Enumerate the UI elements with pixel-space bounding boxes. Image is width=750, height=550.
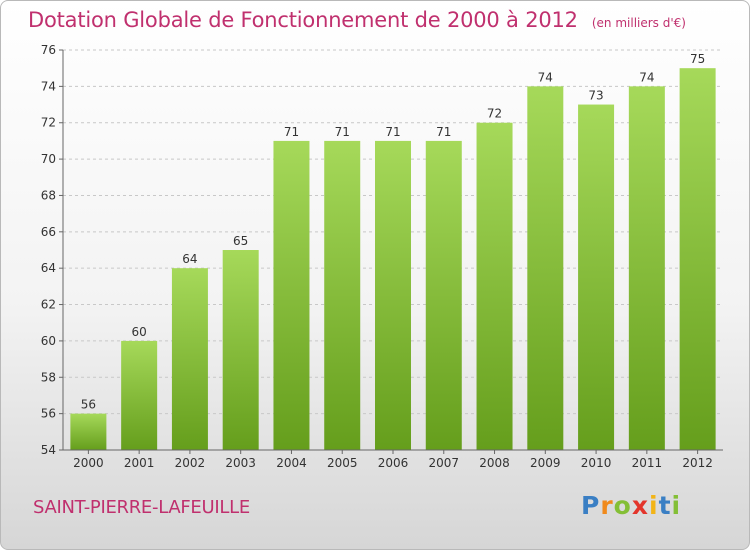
logo-letter: P xyxy=(581,491,601,520)
y-tick-label: 68 xyxy=(41,188,56,202)
logo-letter: t xyxy=(658,491,672,520)
y-tick-label: 70 xyxy=(41,152,56,166)
x-tick-label: 2001 xyxy=(124,456,155,470)
y-tick-label: 62 xyxy=(41,298,56,312)
bar xyxy=(679,68,716,450)
y-tick-label: 74 xyxy=(41,79,56,93)
chart-title-text: Dotation Globale de Fonctionnement de 20… xyxy=(28,8,578,32)
x-tick-label: 2003 xyxy=(225,456,256,470)
bar xyxy=(476,122,513,451)
x-tick-label: 2009 xyxy=(530,456,561,470)
data-label: 71 xyxy=(284,125,299,139)
bar xyxy=(324,140,361,450)
bar xyxy=(273,140,310,450)
y-tick-label: 60 xyxy=(41,334,56,348)
data-label: 74 xyxy=(639,70,654,84)
y-tick-label: 76 xyxy=(41,43,56,57)
bar xyxy=(171,268,208,450)
logo-letter: i xyxy=(671,491,682,520)
x-tick-label: 2010 xyxy=(581,456,612,470)
data-label: 71 xyxy=(335,125,350,139)
y-tick-label: 56 xyxy=(41,407,56,421)
y-tick-label: 54 xyxy=(41,443,56,457)
x-tick-label: 2012 xyxy=(682,456,713,470)
bar xyxy=(527,86,564,450)
proxiti-logo: Proxiti xyxy=(581,491,681,520)
location-name: SAINT-PIERRE-LAFEUILLE xyxy=(33,497,250,518)
bar xyxy=(121,340,158,450)
x-tick-label: 2011 xyxy=(632,456,663,470)
unit-note: (en milliers d'€) xyxy=(591,16,686,30)
logo-letter: i xyxy=(649,491,659,520)
data-label: 65 xyxy=(233,234,248,248)
data-label: 71 xyxy=(385,125,400,139)
data-label: 74 xyxy=(538,70,553,84)
y-tick-label: 64 xyxy=(41,261,56,275)
data-label: 72 xyxy=(487,107,502,121)
bar xyxy=(628,86,665,450)
y-tick-label: 66 xyxy=(41,225,56,239)
logo-letter: o xyxy=(613,491,632,520)
logo-letter: r xyxy=(600,491,614,520)
logo-letter: x xyxy=(631,491,649,520)
x-tick-label: 2008 xyxy=(479,456,510,470)
data-label: 71 xyxy=(436,125,451,139)
data-label: 56 xyxy=(81,398,96,412)
bar xyxy=(425,140,462,450)
bar xyxy=(578,104,615,450)
data-label: 73 xyxy=(588,89,603,103)
x-tick-label: 2000 xyxy=(73,456,104,470)
x-tick-label: 2004 xyxy=(276,456,307,470)
x-tick-label: 2006 xyxy=(378,456,409,470)
data-label: 64 xyxy=(182,252,197,266)
data-label: 75 xyxy=(690,52,705,66)
bar xyxy=(222,250,259,450)
data-label: 60 xyxy=(132,325,147,339)
bar xyxy=(375,140,411,450)
x-tick-label: 2007 xyxy=(428,456,459,470)
y-tick-label: 58 xyxy=(41,370,56,384)
x-tick-label: 2002 xyxy=(175,456,206,470)
x-tick-label: 2005 xyxy=(327,456,358,470)
bar xyxy=(70,413,107,450)
chart-title: Dotation Globale de Fonctionnement de 20… xyxy=(28,8,686,32)
y-tick-label: 72 xyxy=(41,116,56,130)
